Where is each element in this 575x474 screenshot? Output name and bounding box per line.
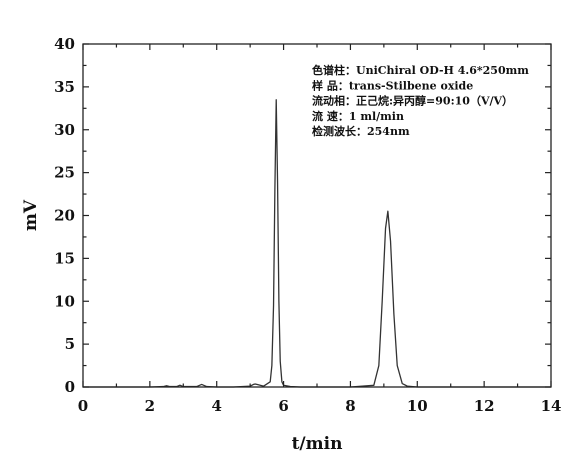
x-tick-label: 6 — [278, 397, 288, 415]
y-tick-label: 10 — [54, 292, 75, 310]
x-tick-label: 8 — [345, 397, 355, 415]
y-axis-title: mV — [21, 199, 41, 231]
y-axis: 0 5 10 15 20 25 30 35 40 — [54, 35, 551, 396]
y-tick-label: 25 — [54, 164, 75, 182]
x-tick-label: 4 — [211, 397, 221, 415]
x-tick-label: 10 — [407, 397, 428, 415]
y-tick-label: 40 — [54, 35, 75, 53]
annotation-line: 检测波长：254nm — [312, 124, 410, 138]
y-tick-label: 30 — [54, 121, 75, 139]
y-tick-label: 15 — [54, 249, 75, 267]
x-tick-label: 14 — [541, 397, 562, 415]
chromatogram-trace — [83, 99, 551, 388]
y-tick-label: 0 — [65, 378, 75, 396]
y-tick-label: 20 — [54, 207, 75, 225]
y-tick-label: 5 — [65, 335, 75, 353]
annotation-line: 色谱柱：UniChiral OD-H 4.6*250mm — [312, 63, 529, 77]
annotation-line: 样 品：trans-Stilbene oxide — [312, 78, 473, 92]
x-tick-label: 12 — [474, 397, 495, 415]
x-tick-label: 2 — [145, 397, 155, 415]
annotation-line: 流 速：1 ml/min — [312, 109, 404, 123]
y-tick-label: 35 — [54, 78, 75, 96]
x-axis-title: t/min — [292, 434, 343, 454]
annotation-line: 流动相：正己烷:异丙醇=90:10（V/V） — [312, 94, 513, 108]
x-tick-label: 0 — [78, 397, 88, 415]
x-axis: 0 2 4 6 8 10 12 14 — [78, 44, 562, 415]
